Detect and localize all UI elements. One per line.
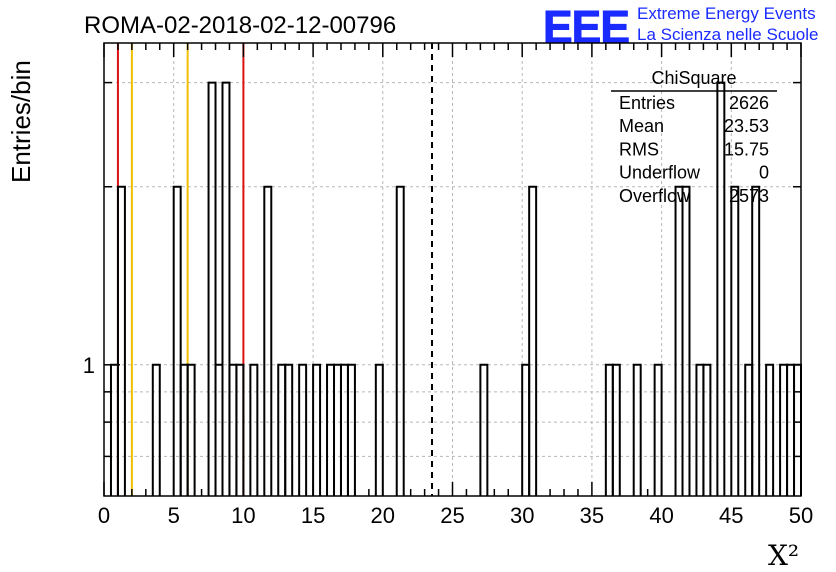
x-tick-label: 20 <box>371 503 395 528</box>
stats-box: ChiSquare Entries 2626 Mean 23.53 RMS 15.75 Un… <box>611 68 777 206</box>
histogram-bin <box>611 363 621 496</box>
histogram-bin <box>521 363 531 496</box>
histogram-bin <box>346 363 356 496</box>
x-tick-label: 25 <box>440 503 464 528</box>
histogram-bin <box>786 363 796 496</box>
x-tick-label: 30 <box>510 503 534 528</box>
histogram-bin <box>298 363 308 496</box>
histogram-bin <box>695 363 705 496</box>
histogram-bars <box>109 81 802 496</box>
histogram-bin <box>235 363 245 496</box>
histogram-bin <box>172 185 182 496</box>
histogram-bin <box>228 363 238 496</box>
histogram-bin <box>179 363 189 496</box>
stats-title: ChiSquare <box>651 68 736 88</box>
histogram-bin <box>214 363 224 496</box>
histogram-bin <box>116 185 126 496</box>
eee-logo: EEE Extreme Energy Events La Scienza nel… <box>543 1 819 54</box>
stats-value: 23.53 <box>724 116 769 136</box>
histogram-bin <box>221 81 231 496</box>
reference-lines <box>116 43 434 496</box>
histogram-bin <box>186 363 196 496</box>
stats-value: 2626 <box>729 93 769 113</box>
histogram-bin <box>284 363 294 496</box>
x-tick-label: 10 <box>231 503 255 528</box>
stats-label: Entries <box>619 93 675 113</box>
histogram-bin <box>312 363 322 496</box>
x-tick-label: 40 <box>649 503 673 528</box>
stats-label: Underflow <box>619 163 701 183</box>
y-axis-label: Entries/bin <box>6 60 36 183</box>
x-tick-label: 15 <box>301 503 325 528</box>
y-tick-label: 1 <box>83 353 95 378</box>
histogram-bin <box>277 363 287 496</box>
histogram-bin <box>151 363 161 496</box>
histogram-bin <box>674 185 684 496</box>
x-axis-label: X² <box>768 539 799 572</box>
stats-value: 15.75 <box>724 139 769 159</box>
logo-mark: EEE <box>543 1 629 53</box>
x-tick-label: 45 <box>719 503 743 528</box>
histogram-bin <box>765 363 775 496</box>
histogram-bin <box>779 363 789 496</box>
run-title: ROMA-02-2018-02-12-00796 <box>84 12 396 39</box>
stats-label: Overflow <box>619 186 691 206</box>
stats-label: RMS <box>619 139 659 159</box>
histogram-bin <box>653 363 663 496</box>
histogram-bin <box>374 363 384 496</box>
histogram-bin <box>632 363 642 496</box>
logo-line-2: La Scienza nelle Scuole <box>637 25 818 44</box>
x-tick-label: 35 <box>580 503 604 528</box>
histogram-bin <box>730 185 740 496</box>
histogram-bin <box>793 363 802 496</box>
histogram-bin <box>333 363 342 496</box>
histogram-bin <box>109 363 119 496</box>
histogram-bin <box>702 363 712 496</box>
plot-frame <box>103 42 802 497</box>
histogram-bin <box>339 363 349 496</box>
histogram-bin <box>263 185 273 496</box>
stats-label: Mean <box>619 116 664 136</box>
histogram-bin <box>249 363 259 496</box>
histogram-bin <box>744 363 754 496</box>
logo-line-1: Extreme Energy Events <box>637 4 816 23</box>
stats-value: 0 <box>759 163 769 183</box>
histogram-bin <box>681 185 691 496</box>
histogram-bin <box>716 81 726 496</box>
histogram-bin <box>528 185 538 496</box>
histogram-bin <box>207 81 217 496</box>
histogram-bin <box>479 363 489 496</box>
histogram-bin <box>751 185 761 496</box>
stats-value: 2573 <box>729 186 769 206</box>
x-tick-label: 0 <box>98 503 110 528</box>
x-tick-label: 5 <box>168 503 180 528</box>
histogram-bin <box>604 363 614 496</box>
tick-labels: 0 5 10 15 20 25 30 35 40 45 50 1 <box>83 353 813 528</box>
histogram-bin <box>395 185 405 496</box>
x-tick-label: 50 <box>789 503 813 528</box>
histogram-bin <box>326 363 336 496</box>
